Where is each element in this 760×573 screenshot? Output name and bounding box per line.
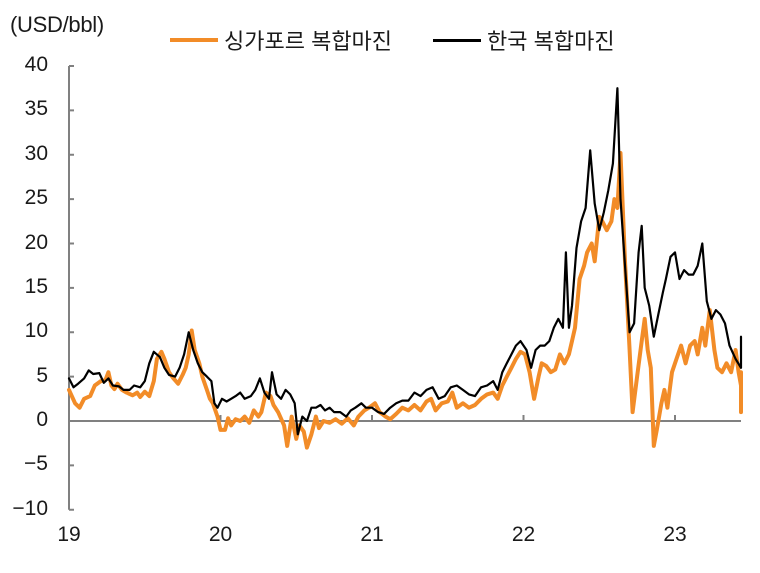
- y-tick-label: 0: [36, 408, 48, 431]
- y-axis-unit-label: (USD/bbl): [10, 12, 104, 37]
- y-tick-label: 25: [24, 186, 48, 210]
- y-tick-label: 40: [24, 53, 48, 76]
- y-tick-label: 20: [24, 230, 48, 254]
- series-lines: [67, 87, 743, 450]
- x-tick-label: 20: [208, 523, 233, 546]
- legend-swatch-korea: [433, 38, 481, 42]
- y-tick-label: 10: [24, 319, 48, 343]
- legend-item-korea: 한국 복합마진: [433, 24, 615, 56]
- x-tick-label: 19: [57, 523, 81, 546]
- legend-swatch-singapore: [170, 38, 218, 42]
- x-tick-label: 22: [511, 523, 536, 546]
- y-tick-label: 35: [24, 97, 48, 121]
- y-tick-label: 5: [36, 363, 48, 387]
- y-tick-label: −5: [24, 452, 48, 476]
- y-tick-label: −10: [12, 496, 48, 520]
- legend-item-singapore: 싱가포르 복합마진: [170, 24, 392, 56]
- series-line-singapore: [67, 151, 743, 450]
- series-line-korea: [67, 87, 743, 436]
- x-tick-label: 21: [360, 523, 384, 546]
- legend-label-singapore: 싱가포르 복합마진: [224, 29, 393, 54]
- y-tick-label: 30: [24, 141, 48, 165]
- legend-label-korea: 한국 복합마진: [487, 29, 615, 54]
- axes: [68, 65, 741, 511]
- y-tick-label: 15: [24, 274, 48, 298]
- x-tick-label: 23: [663, 523, 687, 546]
